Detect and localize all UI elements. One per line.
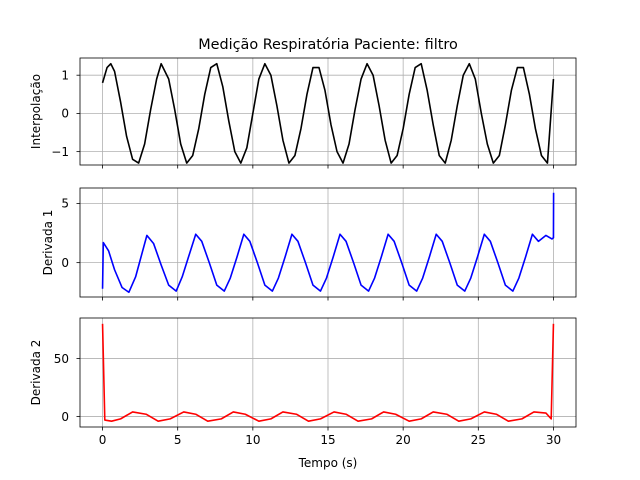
series-line-2-1 (101, 192, 555, 294)
y-tick-label: −1 (51, 145, 69, 159)
y-axis-label: Interpolação (29, 74, 43, 149)
y-tick-label: 0 (61, 256, 69, 270)
series-line-3-1 (101, 323, 555, 423)
y-tick-label: 1 (61, 68, 69, 82)
x-axis-label: Tempo (s) (298, 456, 358, 470)
x-tick-label: 20 (396, 433, 411, 447)
y-tick-label: 5 (61, 197, 69, 211)
subplot-3: 0 5 10 15 20 25 30 50 0 Derivada 2 (29, 317, 577, 447)
x-tick-label: 0 (99, 433, 107, 447)
series-line-1-1 (101, 62, 555, 164)
y-axis-label: Derivada 1 (41, 210, 55, 276)
x-tick-label: 10 (245, 433, 260, 447)
x-tick-label: 25 (471, 433, 486, 447)
subplot-2: 5 0 Derivada 1 (41, 187, 577, 301)
x-tick-label: 30 (546, 433, 561, 447)
x-tick-label: 15 (320, 433, 335, 447)
y-tick-label: 50 (54, 352, 69, 366)
y-tick-label: 0 (61, 410, 69, 424)
x-tick-label: 5 (174, 433, 182, 447)
subplot-1: 1 0 −1 Interpolação (29, 57, 577, 169)
chart-title: Medição Respiratória Paciente: filtro (198, 37, 458, 53)
y-axis-label: Derivada 2 (29, 340, 43, 406)
y-tick-label: 0 (61, 107, 69, 121)
